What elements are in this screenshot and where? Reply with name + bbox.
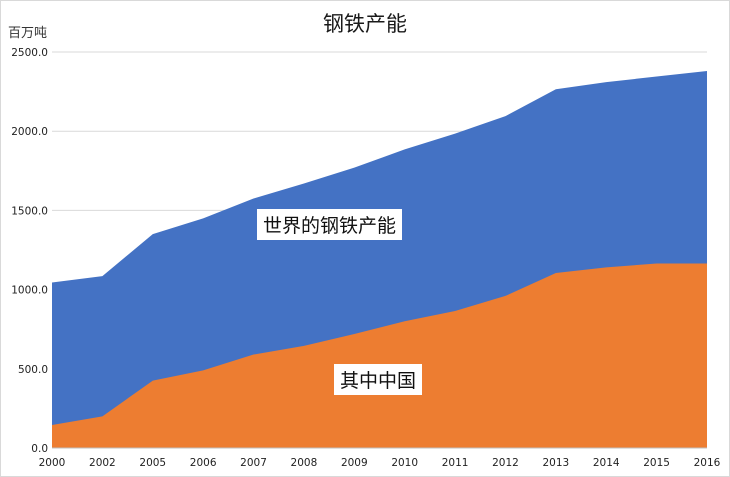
- x-tick-label-2: 2005: [139, 457, 166, 469]
- series-label-world: 世界的钢铁产能: [257, 209, 403, 240]
- x-tick-label-6: 2009: [341, 457, 368, 469]
- y-tick-label-3: 1500.0: [11, 205, 48, 217]
- x-tick-label-8: 2011: [442, 457, 469, 469]
- x-tick-label-13: 2016: [694, 457, 721, 469]
- x-tick-label-11: 2014: [593, 457, 620, 469]
- x-tick-label-10: 2013: [542, 457, 569, 469]
- area-series-1: [52, 263, 707, 448]
- y-axis-unit-label: 百万吨: [8, 26, 48, 41]
- y-tick-label-0: 0.0: [31, 443, 48, 455]
- y-tick-label-1: 500.0: [18, 364, 48, 376]
- y-tick-label-5: 2500.0: [11, 47, 48, 59]
- x-tick-label-4: 2007: [240, 457, 267, 469]
- x-tick-label-9: 2012: [492, 457, 519, 469]
- y-tick-label-4: 2000.0: [11, 126, 48, 138]
- x-tick-label-5: 2008: [291, 457, 318, 469]
- x-tick-label-12: 2015: [643, 457, 670, 469]
- x-tick-label-7: 2010: [391, 457, 418, 469]
- x-tick-label-1: 2002: [89, 457, 116, 469]
- series-label-china: 其中中国: [334, 364, 423, 395]
- x-tick-label-3: 2006: [190, 457, 217, 469]
- x-tick-label-0: 2000: [39, 457, 66, 469]
- chart-title: 钢铁产能: [323, 12, 407, 36]
- y-tick-label-2: 1000.0: [11, 285, 48, 297]
